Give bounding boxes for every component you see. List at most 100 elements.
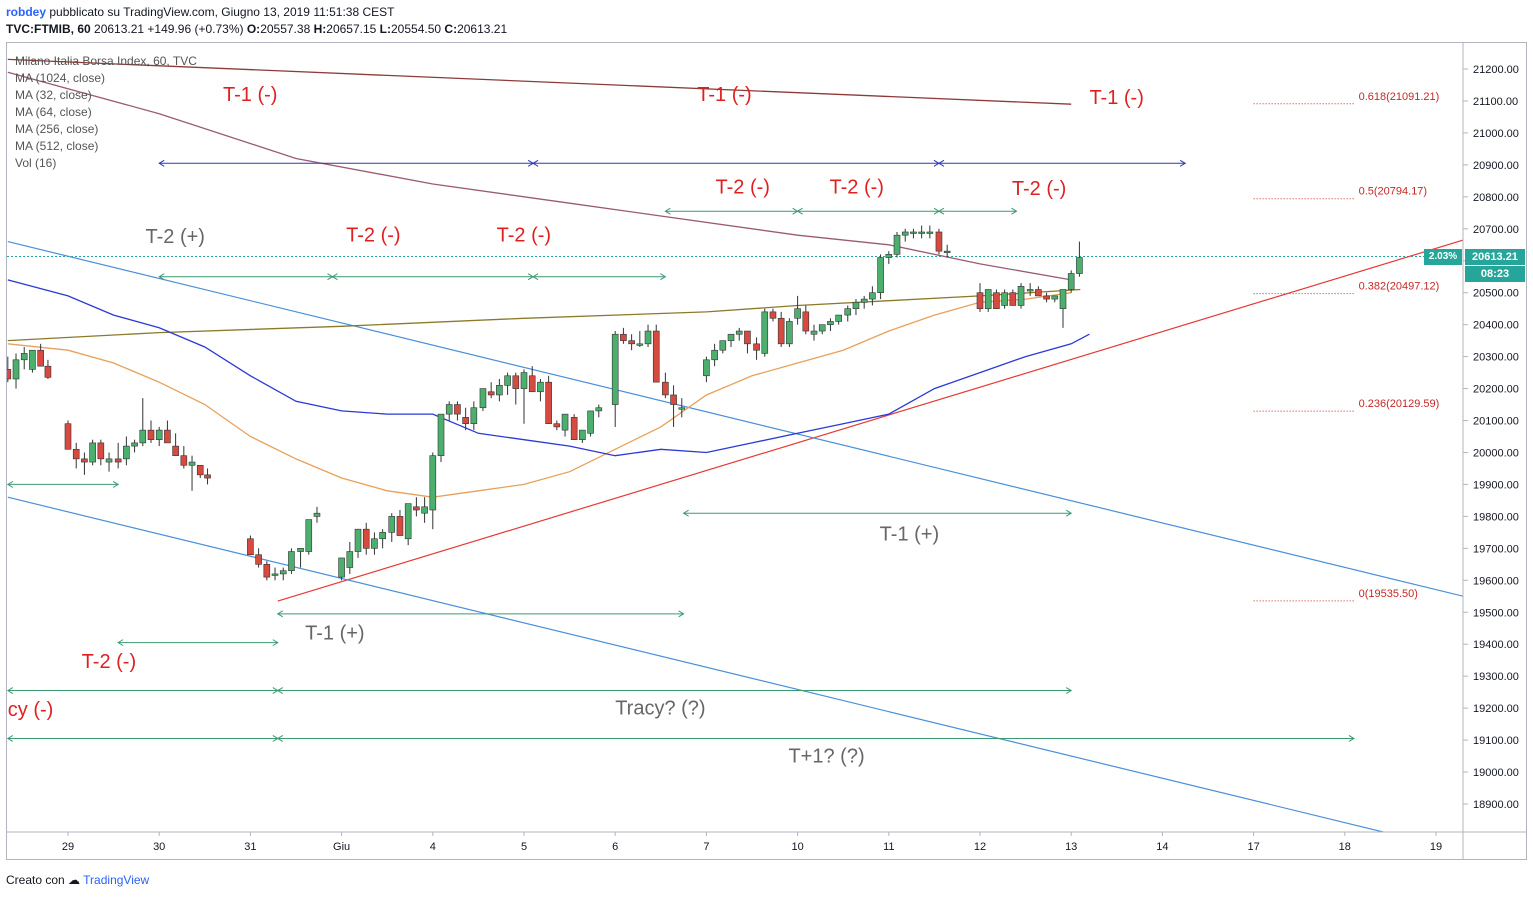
candle-body bbox=[313, 512, 321, 517]
arrow-head-left bbox=[532, 159, 539, 167]
author-name[interactable]: robdey bbox=[6, 5, 47, 19]
candle-body bbox=[744, 330, 751, 345]
candle-body bbox=[818, 324, 826, 332]
candle-body bbox=[1043, 295, 1050, 300]
price-tick-label: 20100.00 bbox=[1473, 416, 1519, 428]
legend-vol[interactable]: Vol (16) bbox=[15, 156, 57, 170]
chart-frame[interactable] bbox=[6, 42, 1527, 860]
candle-body bbox=[1017, 286, 1025, 306]
candle-body bbox=[926, 231, 934, 234]
candle-body bbox=[877, 257, 884, 293]
arrow-head-left bbox=[664, 207, 671, 215]
candle-body bbox=[64, 423, 72, 450]
price-tick-label: 20500.00 bbox=[1473, 288, 1519, 300]
candle-body bbox=[131, 442, 138, 447]
legend-ma-32[interactable]: MA (32, close) bbox=[15, 88, 92, 102]
cycle-annotation: T-2 (+) bbox=[146, 226, 205, 248]
candle-body bbox=[777, 317, 785, 345]
plot-area[interactable]: 0.618(21091.21) 0.5(20794.17) 0.382(20497.… bbox=[5, 58, 1464, 836]
cycle-annotation: T-2 (-) bbox=[497, 225, 551, 247]
legend-ma-256[interactable]: MA (256, close) bbox=[15, 122, 99, 136]
time-tick-label: 19 bbox=[1430, 841, 1442, 853]
time-tick-label: 12 bbox=[974, 841, 986, 853]
candle-body bbox=[901, 231, 909, 236]
candle-body bbox=[860, 298, 868, 303]
candle-body bbox=[1026, 289, 1034, 292]
price-change: +149.96 (+0.73%) bbox=[147, 22, 244, 36]
cycle-annotation: cy (-) bbox=[8, 699, 54, 721]
arrow-head-left bbox=[937, 207, 945, 215]
candle-body bbox=[1051, 295, 1059, 300]
price-tick-label: 20400.00 bbox=[1473, 320, 1519, 332]
candle-body bbox=[255, 554, 262, 565]
candle-body bbox=[263, 564, 271, 578]
cycle-annotation: T-2 (-) bbox=[82, 651, 136, 673]
candle-body bbox=[993, 292, 1000, 309]
price-tick-label: 19500.00 bbox=[1473, 607, 1519, 619]
candle-body bbox=[628, 340, 635, 345]
candle-body bbox=[561, 413, 569, 431]
legend-ma-64[interactable]: MA (64, close) bbox=[15, 105, 92, 119]
candle-body bbox=[537, 381, 544, 393]
cycle-annotation: T-1 (+) bbox=[880, 523, 939, 545]
candle-body bbox=[204, 474, 211, 479]
cycle-annotation: T-1 (+) bbox=[305, 622, 364, 644]
cycle-annotation: T-2 (-) bbox=[346, 225, 400, 247]
legend-ma-512[interactable]: MA (512, close) bbox=[15, 139, 99, 153]
price-tick-label: 18900.00 bbox=[1473, 799, 1519, 811]
candle-body bbox=[885, 254, 893, 258]
candle-body bbox=[105, 458, 113, 463]
arrow-head-right bbox=[1179, 159, 1187, 167]
cycle-annotation: T-2 (-) bbox=[830, 177, 884, 199]
candle-body bbox=[678, 407, 686, 410]
fib-level-label: 0.236(20129.59) bbox=[1359, 398, 1440, 410]
price-tick-label: 19600.00 bbox=[1473, 575, 1519, 587]
candle-body bbox=[114, 458, 122, 463]
candle-body bbox=[528, 375, 536, 393]
candle-body bbox=[545, 381, 552, 425]
time-tick-label: 13 bbox=[1065, 841, 1077, 853]
created-with: Creato con bbox=[6, 873, 65, 887]
price-tick-label: 20800.00 bbox=[1473, 192, 1519, 204]
candle-body bbox=[611, 333, 619, 405]
arrow-head-left bbox=[158, 273, 165, 281]
candle-body bbox=[910, 231, 917, 234]
candle-body bbox=[155, 429, 163, 440]
candle-body bbox=[512, 375, 520, 389]
candle-body bbox=[587, 410, 594, 434]
candle-body bbox=[172, 445, 179, 456]
moving-average-line bbox=[7, 279, 1090, 457]
time-tick-label: 11 bbox=[883, 841, 894, 853]
tradingview-logo-icon: ☁ bbox=[68, 873, 81, 887]
symbol-label: TVC:FTMIB, 60 bbox=[6, 22, 91, 36]
arrow-head-left bbox=[7, 687, 14, 694]
candle-body bbox=[180, 455, 188, 466]
legend-ma-1024[interactable]: MA (1024, close) bbox=[15, 71, 106, 85]
candle-body bbox=[44, 365, 52, 378]
candle-body bbox=[89, 442, 96, 463]
arrow-head-left bbox=[331, 273, 338, 281]
candle-body bbox=[1001, 292, 1008, 306]
high-value: 20657.15 bbox=[326, 22, 377, 36]
candle-body bbox=[703, 359, 710, 377]
fib-level-label: 0.382(20497.12) bbox=[1359, 281, 1440, 293]
trend-line bbox=[7, 496, 1386, 832]
price-tick-label: 19200.00 bbox=[1473, 703, 1519, 715]
tradingview-link[interactable]: TradingView bbox=[83, 873, 150, 887]
price-tick-label: 21000.00 bbox=[1473, 128, 1519, 140]
candle-body bbox=[429, 455, 437, 511]
candle-body bbox=[7, 369, 12, 380]
time-tick-label: Giu bbox=[333, 841, 350, 853]
trend-line bbox=[7, 240, 1463, 597]
low-label: L: bbox=[379, 22, 391, 36]
time-tick-label: 30 bbox=[153, 841, 165, 853]
time-tick-label: 7 bbox=[703, 841, 709, 853]
time-tick-label: 10 bbox=[791, 841, 803, 853]
candle-body bbox=[1067, 273, 1075, 290]
price-tick-label: 19900.00 bbox=[1473, 479, 1519, 491]
candle-body bbox=[984, 289, 992, 309]
candle-body bbox=[844, 308, 852, 316]
price-tick-label: 21200.00 bbox=[1473, 64, 1519, 76]
candle-body bbox=[445, 404, 453, 415]
